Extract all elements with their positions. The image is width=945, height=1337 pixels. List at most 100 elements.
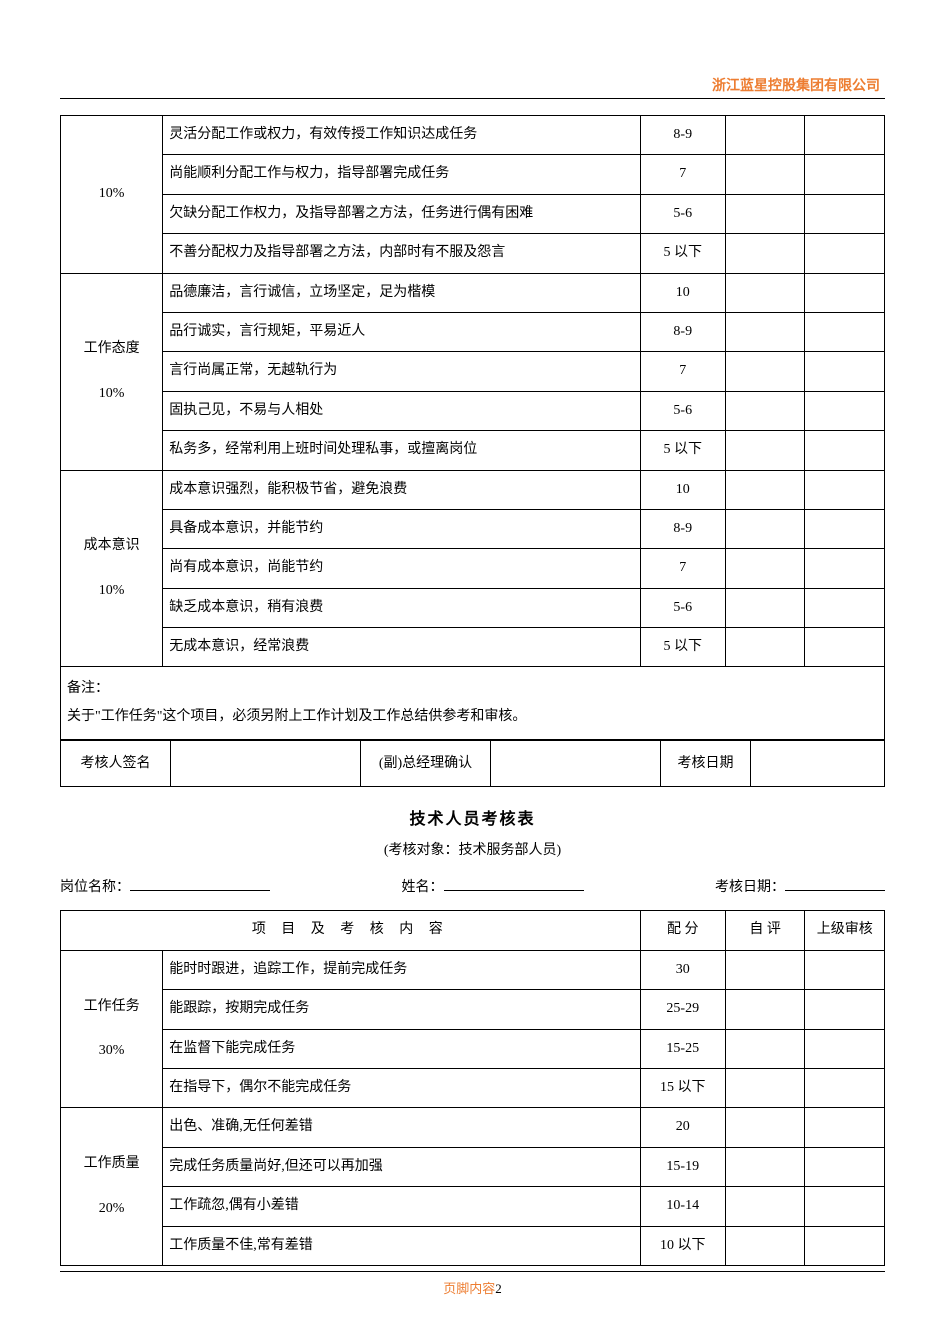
t2-h3: 自 评 <box>725 911 805 950</box>
category-cell: 成本意识10% <box>61 470 163 667</box>
t2-h4: 上级审核 <box>805 911 885 950</box>
name-field: 姓名： <box>402 875 584 896</box>
score-cell: 15-25 <box>640 1029 725 1068</box>
desc-cell: 言行尚属正常，无越轨行为 <box>163 352 640 391</box>
self-eval-cell[interactable] <box>725 950 805 989</box>
table-row: 工作任务30%能时时跟进，追踪工作，提前完成任务30 <box>61 950 885 989</box>
self-eval-cell[interactable] <box>725 155 805 194</box>
self-eval-cell[interactable] <box>725 549 805 588</box>
position-input[interactable] <box>130 875 270 891</box>
supervisor-eval-cell[interactable] <box>805 1187 885 1226</box>
table-row: 不善分配权力及指导部署之方法，内部时有不服及怨言5 以下 <box>61 234 885 273</box>
supervisor-eval-cell[interactable] <box>805 509 885 548</box>
score-cell: 10-14 <box>640 1187 725 1226</box>
supervisor-eval-cell[interactable] <box>805 950 885 989</box>
assessment-table-1: 10%灵活分配工作或权力，有效传授工作知识达成任务8-9尚能顺利分配工作与权力，… <box>60 115 885 740</box>
self-eval-cell[interactable] <box>725 990 805 1029</box>
category-cell: 工作质量20% <box>61 1108 163 1266</box>
footer-label: 页脚内容 <box>443 1281 495 1296</box>
self-eval-cell[interactable] <box>725 1029 805 1068</box>
date-field: 考核日期： <box>715 875 885 896</box>
table-row: 私务多，经常利用上班时间处理私事，或擅离岗位5 以下 <box>61 431 885 470</box>
assessment-table-2: 项 目 及 考 核 内 容 配 分 自 评 上级审核 工作任务30%能时时跟进，… <box>60 910 885 1266</box>
supervisor-eval-cell[interactable] <box>805 352 885 391</box>
supervisor-eval-cell[interactable] <box>805 234 885 273</box>
sign-value-manager[interactable] <box>491 741 661 787</box>
self-eval-cell[interactable] <box>725 1147 805 1186</box>
position-field: 岗位名称： <box>60 875 270 896</box>
self-eval-cell[interactable] <box>725 1069 805 1108</box>
supervisor-eval-cell[interactable] <box>805 1108 885 1147</box>
self-eval-cell[interactable] <box>725 391 805 430</box>
score-cell: 8-9 <box>640 509 725 548</box>
t2-h2: 配 分 <box>640 911 725 950</box>
supervisor-eval-cell[interactable] <box>805 273 885 312</box>
sign-value-date[interactable] <box>751 741 885 787</box>
desc-cell: 尚有成本意识，尚能节约 <box>163 549 640 588</box>
score-cell: 10 <box>640 470 725 509</box>
desc-cell: 能跟踪，按期完成任务 <box>163 990 640 1029</box>
supervisor-eval-cell[interactable] <box>805 1069 885 1108</box>
date-label: 考核日期： <box>715 880 785 895</box>
self-eval-cell[interactable] <box>725 312 805 351</box>
table-row: 工作质量不佳,常有差错10 以下 <box>61 1226 885 1265</box>
score-cell: 5 以下 <box>640 628 725 667</box>
self-eval-cell[interactable] <box>725 431 805 470</box>
self-eval-cell[interactable] <box>725 588 805 627</box>
category-cell: 工作任务30% <box>61 950 163 1108</box>
supervisor-eval-cell[interactable] <box>805 155 885 194</box>
supervisor-eval-cell[interactable] <box>805 116 885 155</box>
supervisor-eval-cell[interactable] <box>805 1029 885 1068</box>
self-eval-cell[interactable] <box>725 352 805 391</box>
supervisor-eval-cell[interactable] <box>805 431 885 470</box>
self-eval-cell[interactable] <box>725 628 805 667</box>
company-name: 浙江蓝星控股集团有限公司 <box>712 75 880 95</box>
desc-cell: 成本意识强烈，能积极节省，避免浪费 <box>163 470 640 509</box>
self-eval-cell[interactable] <box>725 194 805 233</box>
supervisor-eval-cell[interactable] <box>805 1226 885 1265</box>
table-row: 无成本意识，经常浪费5 以下 <box>61 628 885 667</box>
supervisor-eval-cell[interactable] <box>805 312 885 351</box>
self-eval-cell[interactable] <box>725 273 805 312</box>
supervisor-eval-cell[interactable] <box>805 470 885 509</box>
supervisor-eval-cell[interactable] <box>805 1147 885 1186</box>
desc-cell: 完成任务质量尚好,但还可以再加强 <box>163 1147 640 1186</box>
supervisor-eval-cell[interactable] <box>805 549 885 588</box>
table-row: 欠缺分配工作权力，及指导部署之方法，任务进行偶有困难5-6 <box>61 194 885 233</box>
self-eval-cell[interactable] <box>725 116 805 155</box>
self-eval-cell[interactable] <box>725 509 805 548</box>
date-input[interactable] <box>785 875 885 891</box>
score-cell: 7 <box>640 352 725 391</box>
table-row: 言行尚属正常，无越轨行为7 <box>61 352 885 391</box>
score-cell: 8-9 <box>640 312 725 351</box>
header-divider <box>60 98 885 99</box>
section-subtitle: (考核对象：技术服务部人员) <box>60 839 885 859</box>
desc-cell: 能时时跟进，追踪工作，提前完成任务 <box>163 950 640 989</box>
supervisor-eval-cell[interactable] <box>805 990 885 1029</box>
score-cell: 30 <box>640 950 725 989</box>
self-eval-cell[interactable] <box>725 470 805 509</box>
self-eval-cell[interactable] <box>725 234 805 273</box>
self-eval-cell[interactable] <box>725 1187 805 1226</box>
score-cell: 10 以下 <box>640 1226 725 1265</box>
desc-cell: 品德廉洁，言行诚信，立场坚定，足为楷模 <box>163 273 640 312</box>
self-eval-cell[interactable] <box>725 1226 805 1265</box>
desc-cell: 出色、准确,无任何差错 <box>163 1108 640 1147</box>
self-eval-cell[interactable] <box>725 1108 805 1147</box>
desc-cell: 固执己见，不易与人相处 <box>163 391 640 430</box>
score-cell: 15-19 <box>640 1147 725 1186</box>
position-label: 岗位名称： <box>60 880 130 895</box>
supervisor-eval-cell[interactable] <box>805 391 885 430</box>
name-input[interactable] <box>444 875 584 891</box>
field-row: 岗位名称： 姓名： 考核日期： <box>60 875 885 896</box>
supervisor-eval-cell[interactable] <box>805 588 885 627</box>
table-row: 尚能顺利分配工作与权力，指导部署完成任务7 <box>61 155 885 194</box>
desc-cell: 具备成本意识，并能节约 <box>163 509 640 548</box>
score-cell: 5 以下 <box>640 431 725 470</box>
supervisor-eval-cell[interactable] <box>805 628 885 667</box>
remark-label: 备注： <box>67 681 109 696</box>
desc-cell: 欠缺分配工作权力，及指导部署之方法，任务进行偶有困难 <box>163 194 640 233</box>
supervisor-eval-cell[interactable] <box>805 194 885 233</box>
sign-value-assessor[interactable] <box>171 741 361 787</box>
page-content: 10%灵活分配工作或权力，有效传授工作知识达成任务8-9尚能顺利分配工作与权力，… <box>60 115 885 1266</box>
